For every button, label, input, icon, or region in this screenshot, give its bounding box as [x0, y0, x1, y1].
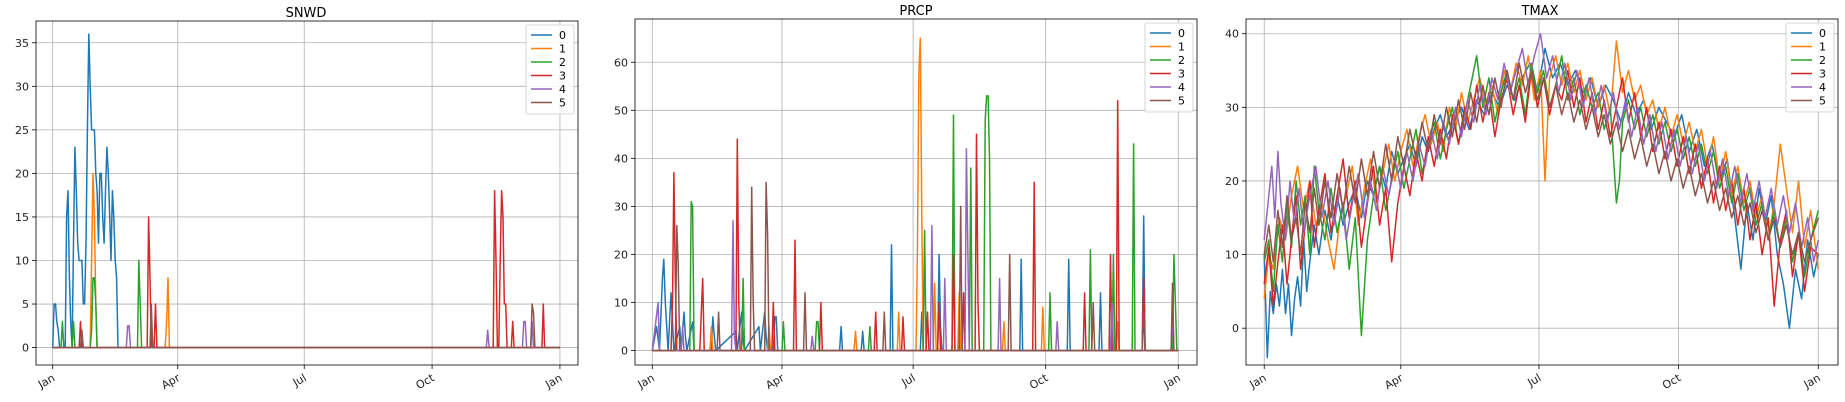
snwd-series-line-5 — [52, 303, 560, 349]
tmax-y-tick-label-2: 20 — [1225, 175, 1239, 188]
snwd-legend-label-0: 0 — [559, 29, 566, 42]
snwd-y-tick-label-5: 25 — [15, 124, 29, 137]
snwd-legend-label-2: 2 — [559, 56, 566, 69]
prcp-y-tick-label-1: 10 — [614, 297, 628, 310]
tmax-y-tick-label-1: 10 — [1225, 249, 1239, 262]
snwd-series-group — [51, 33, 560, 349]
prcp-y-axis: 0 10 20 30 40 50 60 — [614, 56, 635, 358]
tmax-legend-label-1: 1 — [1819, 41, 1826, 54]
tmax-legend-label-4: 4 — [1819, 81, 1826, 94]
prcp-series-group — [651, 37, 1179, 352]
snwd-series-line-0 — [51, 33, 560, 349]
tmax-legend-box — [1785, 22, 1835, 113]
snwd-y-tick-label-7: 35 — [15, 37, 29, 50]
prcp-legend-label-5: 5 — [1178, 95, 1185, 108]
tmax-axes-frame — [1245, 18, 1839, 366]
tmax-y-tick-label-3: 30 — [1225, 101, 1239, 114]
prcp-x-tick-label-2: Jul — [899, 371, 918, 389]
snwd-x-tick-label-2: Jul — [290, 371, 309, 389]
snwd-axes-frame — [35, 20, 579, 366]
snwd-y-tick-label-4: 20 — [15, 167, 29, 180]
prcp-legend-box — [1144, 22, 1194, 113]
tmax-legend-label-2: 2 — [1819, 54, 1826, 67]
prcp-legend-label-1: 1 — [1178, 41, 1185, 54]
snwd-y-tick-label-1: 5 — [22, 298, 29, 311]
tmax-legend-label-5: 5 — [1819, 95, 1826, 108]
tmax-y-tick-label-0: 0 — [1232, 322, 1239, 335]
prcp-legend-label-4: 4 — [1178, 81, 1185, 94]
prcp-y-tick-label-2: 20 — [614, 248, 628, 261]
prcp-grid — [635, 19, 1197, 365]
snwd-legend-label-3: 3 — [559, 70, 566, 83]
prcp-legend-label-3: 3 — [1178, 68, 1185, 81]
tmax-series-group — [1263, 32, 1820, 359]
snwd-y-tick-label-3: 15 — [15, 211, 29, 224]
prcp-y-tick-label-0: 0 — [621, 345, 628, 358]
tmax-y-axis: 0 10 20 30 40 — [1225, 28, 1246, 335]
tmax-y-tick-label-4: 40 — [1225, 28, 1239, 41]
prcp-y-tick-label-6: 60 — [614, 56, 628, 69]
snwd-y-axis: 0 5 10 15 20 25 30 35 — [15, 37, 36, 355]
snwd-series-line-2 — [52, 259, 560, 349]
tmax-legend-label-3: 3 — [1819, 68, 1826, 81]
snwd-y-tick-label-0: 0 — [22, 342, 29, 355]
tmax-series-line-5 — [1263, 62, 1820, 263]
snwd-y-tick-label-6: 30 — [15, 80, 29, 93]
prcp-legend-label-0: 0 — [1178, 27, 1185, 40]
prcp-series-line-2 — [652, 95, 1179, 352]
snwd-y-tick-label-2: 10 — [15, 254, 29, 267]
prcp-legend-label-2: 2 — [1178, 54, 1185, 67]
prcp-y-tick-label-5: 50 — [614, 104, 628, 117]
snwd-legend-label-1: 1 — [559, 43, 566, 56]
panel-title-snwd: SNWD — [286, 6, 327, 21]
prcp-series-line-5 — [652, 181, 1179, 352]
snwd-legend-box — [525, 24, 575, 115]
tmax-x-tick-label-2: Jul — [1525, 371, 1544, 389]
snwd-legend-label-4: 4 — [559, 83, 566, 96]
tmax-legend-label-0: 0 — [1819, 27, 1826, 40]
prcp-y-tick-label-4: 40 — [614, 152, 628, 165]
prcp-series-line-0 — [651, 215, 1179, 352]
panel-title-tmax: TMAX — [1521, 4, 1559, 19]
prcp-axes-frame — [634, 18, 1198, 366]
snwd-legend-label-5: 5 — [559, 97, 566, 110]
panel-title-prcp: PRCP — [899, 4, 932, 19]
prcp-y-tick-label-3: 30 — [614, 200, 628, 213]
